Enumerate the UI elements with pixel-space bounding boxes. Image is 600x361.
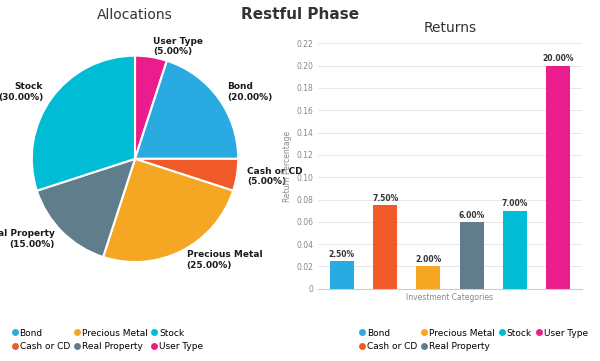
- Bar: [330, 261, 354, 289]
- Text: Cash or CD
(5.00%): Cash or CD (5.00%): [247, 167, 303, 186]
- Text: Precious Metal
(25.00%): Precious Metal (25.00%): [187, 250, 262, 270]
- Text: 7.50%: 7.50%: [372, 194, 398, 203]
- Text: User Type
(5.00%): User Type (5.00%): [153, 37, 203, 56]
- Title: Allocations: Allocations: [97, 8, 173, 22]
- Text: 7.00%: 7.00%: [502, 200, 528, 208]
- Text: 20.00%: 20.00%: [542, 55, 574, 64]
- Text: 6.00%: 6.00%: [458, 210, 485, 219]
- Text: Stock
(30.00%): Stock (30.00%): [0, 82, 43, 102]
- X-axis label: Investment Categories: Investment Categories: [406, 293, 494, 302]
- Title: Returns: Returns: [424, 21, 476, 35]
- Wedge shape: [37, 159, 135, 257]
- Wedge shape: [135, 61, 238, 159]
- Text: Restful Phase: Restful Phase: [241, 7, 359, 22]
- Y-axis label: Return Percentage: Return Percentage: [283, 130, 292, 202]
- Legend: Bond, Cash or CD, Precious Metal, Real Property, Stock, User Type: Bond, Cash or CD, Precious Metal, Real P…: [358, 327, 589, 353]
- Bar: [373, 205, 397, 289]
- Wedge shape: [135, 56, 167, 159]
- Legend: Bond, Cash or CD, Precious Metal, Real Property, Stock, User Type: Bond, Cash or CD, Precious Metal, Real P…: [11, 327, 205, 353]
- Bar: [460, 222, 484, 289]
- Wedge shape: [103, 159, 233, 262]
- Bar: [416, 266, 440, 289]
- Text: 2.00%: 2.00%: [415, 255, 442, 264]
- Text: Real Property
(15.00%): Real Property (15.00%): [0, 229, 55, 249]
- Text: Bond
(20.00%): Bond (20.00%): [227, 82, 272, 102]
- Bar: [546, 66, 570, 289]
- Bar: [503, 211, 527, 289]
- Wedge shape: [32, 56, 135, 191]
- Text: 2.50%: 2.50%: [329, 250, 355, 259]
- Wedge shape: [135, 159, 238, 191]
